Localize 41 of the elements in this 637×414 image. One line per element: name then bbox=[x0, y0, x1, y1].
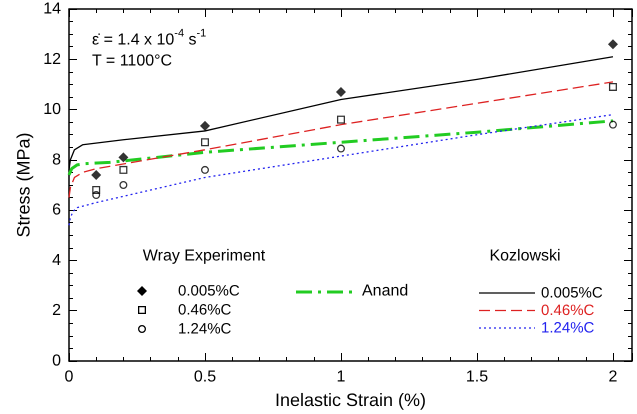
line-series bbox=[68, 114, 614, 226]
point bbox=[92, 191, 100, 200]
point bbox=[608, 39, 618, 50]
legend-label: 1.24%C bbox=[541, 320, 595, 336]
y-tick-label: 6 bbox=[52, 202, 62, 219]
y-tick-label: 2 bbox=[52, 302, 62, 320]
point bbox=[608, 82, 617, 91]
x-tick-label: 0.5 bbox=[194, 368, 216, 386]
point bbox=[119, 166, 128, 174]
x-tick-label: 1.5 bbox=[466, 368, 488, 386]
x-tick-label: 0 bbox=[64, 368, 74, 386]
point bbox=[201, 166, 209, 174]
point bbox=[608, 120, 617, 129]
y-tick-label: 10 bbox=[43, 101, 62, 118]
point bbox=[119, 181, 128, 189]
legend-label: 0.46%C bbox=[541, 302, 595, 319]
point bbox=[118, 152, 128, 162]
annotation: Wray Experiment bbox=[142, 248, 266, 264]
line-series bbox=[68, 81, 614, 198]
point bbox=[336, 144, 345, 153]
y-axis-title: Stress (MPa) bbox=[13, 132, 34, 238]
y-tick-label: 4 bbox=[52, 252, 62, 269]
y-tick-label: 12 bbox=[43, 50, 62, 68]
legend-label: 0.005%C bbox=[178, 282, 240, 300]
point bbox=[200, 120, 210, 131]
point bbox=[91, 170, 102, 180]
legend-label: Anand bbox=[362, 282, 408, 300]
legend-label: 0.005%C bbox=[541, 284, 603, 302]
legend-label: 1.24%C bbox=[178, 320, 232, 338]
y-tick-label: 14 bbox=[43, 0, 62, 18]
y-tick-label: 8 bbox=[52, 151, 62, 168]
point bbox=[200, 138, 209, 146]
point bbox=[336, 86, 346, 97]
y-tick-label: 0 bbox=[52, 352, 62, 370]
x-axis-title: Inelastic Strain (%) bbox=[274, 390, 426, 410]
x-tick-label: 2 bbox=[608, 368, 618, 386]
point bbox=[336, 116, 345, 124]
x-tick-label: 1 bbox=[336, 368, 346, 386]
legend-label: 0.46%C bbox=[178, 302, 232, 318]
annotation: Kozlowski bbox=[489, 248, 561, 264]
annotation: T = 1100°C bbox=[92, 52, 172, 70]
